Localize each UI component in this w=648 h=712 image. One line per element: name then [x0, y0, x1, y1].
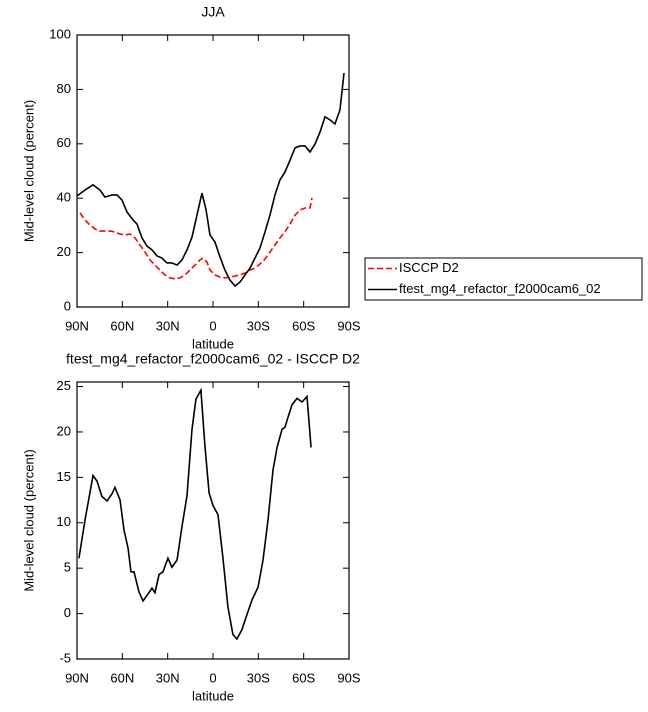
chart-title: ftest_mg4_refactor_f2000cam6_02 - ISCCP …: [66, 351, 360, 367]
x-tick-label: 90N: [65, 318, 89, 333]
legend-box: [364, 257, 643, 301]
x-tick-label: 0: [209, 318, 216, 333]
x-tick-label: 30S: [247, 318, 270, 333]
x-tick-label: 60S: [292, 318, 315, 333]
x-tick-label: 90S: [337, 318, 360, 333]
plot-frame: [76, 381, 350, 660]
y-tick-label: 20: [57, 423, 71, 438]
y-tick-label: 10: [57, 514, 71, 529]
chart-title: JJA: [201, 4, 225, 20]
y-tick-label: 80: [57, 81, 71, 96]
y-tick-label: 0: [64, 298, 71, 313]
x-tick-label: 0: [209, 670, 216, 685]
y-tick-label: 40: [57, 190, 71, 205]
x-tick-label: 60N: [110, 318, 134, 333]
x-tick-label: 60S: [292, 670, 315, 685]
y-tick-label: 100: [49, 26, 71, 41]
data-line: [79, 197, 313, 280]
plot-frame: [76, 34, 350, 308]
y-tick-label: 5: [64, 560, 71, 575]
x-axis-label: latitude: [192, 688, 234, 703]
x-tick-label: 30N: [156, 670, 180, 685]
x-tick-label: 30N: [156, 318, 180, 333]
legend-label: ftest_mg4_refactor_f2000cam6_02: [399, 281, 601, 296]
data-line: [78, 387, 312, 641]
y-tick-label: 15: [57, 469, 71, 484]
y-axis-label: Mid-level cloud (percent): [21, 100, 36, 242]
y-axis-label: Mid-level cloud (percent): [21, 449, 36, 591]
y-tick-label: -5: [59, 650, 71, 665]
y-tick-label: 20: [57, 244, 71, 259]
y-tick-label: 25: [57, 378, 71, 393]
y-tick-label: 60: [57, 135, 71, 150]
y-tick-label: 0: [64, 605, 71, 620]
x-tick-label: 30S: [247, 670, 270, 685]
x-tick-label: 60N: [110, 670, 134, 685]
legend-label: ISCCP D2: [399, 260, 459, 275]
x-tick-label: 90N: [65, 670, 89, 685]
data-line: [76, 72, 345, 288]
x-axis-label: latitude: [192, 336, 234, 351]
x-tick-label: 90S: [337, 670, 360, 685]
